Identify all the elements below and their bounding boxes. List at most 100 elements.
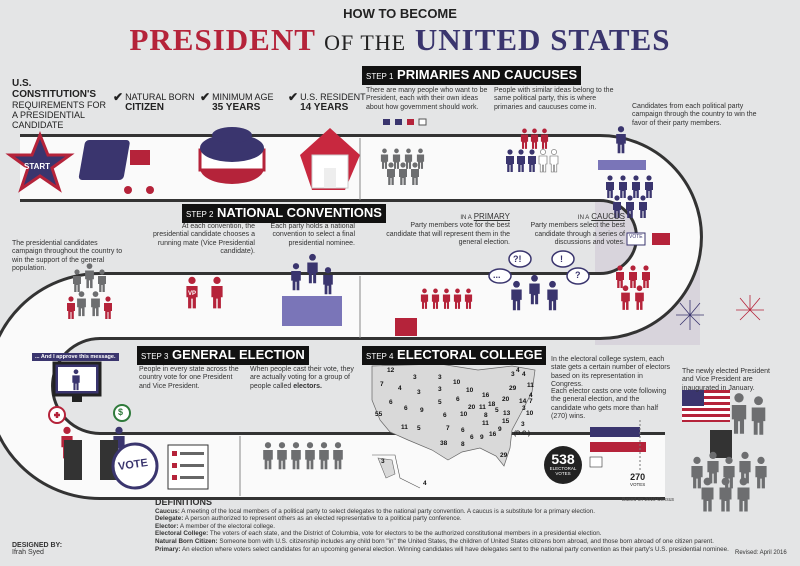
state-electoral-count: 16 [489,431,497,438]
birthday-cake-icon [198,127,266,184]
check-icon: ✔ [113,90,124,104]
step-title: ELECTORAL COLLEGE [397,347,543,362]
state-electoral-count: 6 [470,434,474,441]
requirement-age: ✔ MINIMUM AGE 35 YEARS [200,91,274,113]
state-electoral-count: 16 [482,392,490,399]
state-electoral-count: 6 [456,396,460,403]
state-electoral-count: 10 [466,387,474,394]
step-num: STEP 2 [186,210,214,219]
term: Caucus: [155,507,180,515]
term: Elector: [155,522,179,530]
requirements-heading: U.S. CONSTITUTION'S REQUIREMENTS FOR A PR… [12,78,112,131]
census-note: Based on 2010 Census [622,497,674,503]
dollar-icon: $ [118,407,124,417]
step1-header: STEP 1 PRIMARIES AND CAUCUSES [362,66,582,85]
step1-text2: People with similar ideas belong to the … [494,87,614,111]
state-electoral-count: 11 [479,404,486,411]
vote-bar [589,456,603,468]
check-icon: ✔ [288,90,299,104]
primary-label: PRIMARY [473,212,510,221]
state-electoral-count: 10 [460,411,468,418]
step-num: STEP 4 [366,352,394,361]
state-electoral-count: 5 [438,399,442,406]
state-electoral-count: 18 [488,401,496,408]
main-title: PRESIDENT OF THE UNITED STATES [0,22,800,58]
step-num: STEP 3 [141,352,169,361]
state-electoral-count: 9 [498,426,502,433]
vote-bars [589,427,646,468]
definitions-heading: DEFINITIONS [155,497,213,507]
term: Electoral College: [155,530,209,538]
state-electoral-count: 4 [423,480,427,487]
state-electoral-count: 3 [417,389,421,396]
step3-text1: People in every state across the country… [139,366,239,390]
primary-block: IN A PRIMARY Party members vote for the b… [380,212,510,248]
req-value: 14 YEARS [300,102,349,113]
state-electoral-count: 3 [511,371,515,378]
step2-header: STEP 2 NATIONAL CONVENTIONS [182,204,386,223]
total-number: 538 [551,451,575,467]
electors-bold: electors. [293,382,322,390]
bubble-text: ?! [513,254,522,264]
state-electoral-count: 8 [484,412,488,419]
req-label: MINIMUM AGE [212,92,274,102]
passport-icon [78,140,154,194]
state-electoral-count: 20 [468,404,476,411]
step2-text2: Each party holds a national convention t… [270,223,355,247]
term: Delegate: [155,515,184,523]
definition-item: Primary: An election where voters select… [155,546,755,554]
state-electoral-count: 55 [375,411,383,418]
definition-item: Elector: A member of the electoral colle… [155,523,755,531]
primary-text: Party members vote for the best candidat… [386,222,510,247]
state-electoral-count: 12 [387,367,395,374]
state-electoral-count: 6 [461,427,465,434]
text-pre: When people cast their vote, they are ac… [250,366,354,390]
state-electoral-count: 11 [527,382,534,389]
total-electoral-votes: 538 ELECTORAL VOTES [544,452,582,476]
step-num: STEP 1 [366,72,394,81]
def: Someone born with U.S. citizenship inclu… [217,537,714,545]
bubble-text: ! [560,254,563,264]
state-electoral-count: 15 [502,418,510,425]
state-electoral-count: 7 [446,425,450,432]
title-line1: HOW TO BECOME [343,6,457,21]
def: A meeting of the local members of a poli… [179,507,595,515]
step4-text1: In the electoral college system, each st… [551,356,671,389]
vote-bar [590,427,640,437]
state-electoral-count: 29 [509,385,517,392]
req-label: NATURAL BORN [125,92,195,102]
req-label: U.S. RESIDENT [300,92,366,102]
step1-text1: There are many people who want to be Pre… [366,87,488,111]
threshold-label: VOTES [630,482,646,487]
step3-header: STEP 3 GENERAL ELECTION [137,346,309,365]
state-electoral-count: 6 [443,412,447,419]
term: Primary: [155,545,181,553]
designer-name: Ifrah Syed [12,549,44,556]
primary-pre: IN A [460,215,472,221]
title-united-states: UNITED STATES [414,22,671,57]
state-electoral-count: 5 [495,407,499,414]
step3-text2: When people cast their vote, they are ac… [250,366,355,391]
requirement-residency: ✔ U.S. RESIDENT 14 YEARS [288,90,366,113]
threshold-number: 270 [630,472,646,482]
state-electoral-count: 7 [529,398,533,405]
designed-by: DESIGNED BY: Ifrah Syed [12,542,62,556]
campaign-text: The presidential candidates campaign thr… [12,240,123,273]
req-value: 35 YEARS [212,102,261,113]
state-electoral-count: 8 [461,441,465,448]
state-electoral-count: 3 [521,421,525,428]
state-electoral-count: 10 [453,379,461,386]
total-label: ELECTORAL VOTES [549,466,577,476]
bubble-text: ? [575,270,581,280]
caucus-pre: IN A [577,215,590,221]
state-electoral-count: 3 [438,374,442,381]
definition-item: Delegate: A person authorized to represe… [155,515,755,523]
state-electoral-count: 3 [381,458,385,465]
caucus-block: IN A CAUCUS Party members select the best… [500,212,625,248]
state-electoral-count: 38 [440,440,448,447]
state-electoral-count: 11 [401,424,408,431]
requirements-title: U.S. CONSTITUTION'S [12,78,97,100]
us-flag-icon [682,390,730,422]
title-of-the: OF THE [324,30,407,55]
